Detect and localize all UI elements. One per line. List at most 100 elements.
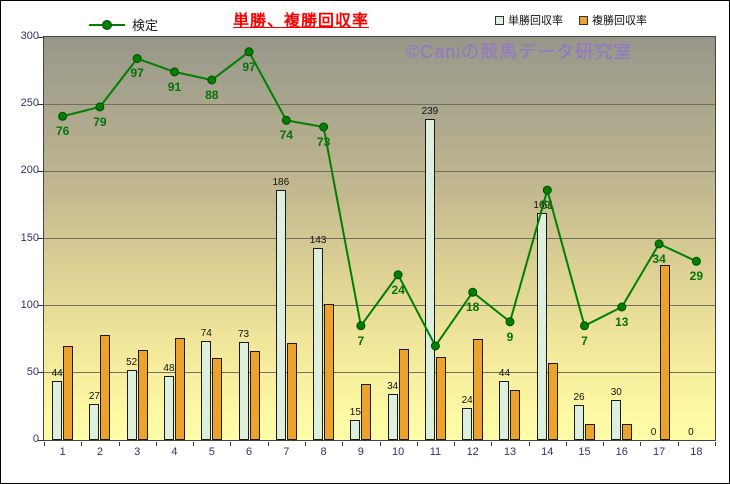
tansho-value-label: 30 — [610, 386, 622, 398]
bar-fukusho — [435, 356, 446, 440]
bar-fukusho — [100, 335, 111, 440]
bar-tansho — [350, 419, 361, 440]
x-axis-tick — [454, 442, 456, 446]
x-axis-tick — [155, 442, 157, 446]
watermark: ©Caniの競馬データ研究室 — [406, 42, 633, 62]
x-axis-label: 1 — [59, 446, 66, 458]
kentei-value-label: 51 — [540, 198, 554, 213]
x-axis-tick — [81, 442, 83, 446]
x-axis-tick — [230, 442, 232, 446]
kentei-value-label: 73 — [316, 135, 331, 149]
y-axis-label: 150 — [20, 231, 39, 244]
y-axis-tick — [38, 238, 43, 239]
kentei-point — [244, 47, 254, 57]
kentei-point — [468, 287, 478, 297]
y-axis-label: 0 — [32, 433, 39, 445]
kentei-value-label: 7 — [357, 333, 365, 348]
tansho-value-label: 143 — [309, 234, 327, 246]
y-axis-tick — [38, 170, 43, 172]
x-axis-tick — [491, 442, 493, 446]
x-axis-label: 2 — [96, 446, 103, 458]
bar-fukusho — [174, 337, 185, 440]
bar-fukusho — [249, 351, 260, 440]
bar-tansho — [462, 407, 473, 440]
bar-tansho — [238, 341, 249, 440]
bar-tansho — [387, 394, 398, 440]
kentei-point — [580, 321, 589, 331]
kentei-point — [505, 317, 515, 327]
bar-tansho — [201, 340, 212, 440]
bar-tansho — [126, 370, 137, 440]
kentei-point — [654, 239, 664, 249]
kentei-value-label: 97 — [242, 59, 256, 74]
x-axis-label: 17 — [652, 446, 666, 458]
x-axis-tick — [528, 442, 530, 446]
tansho-value-label: 44 — [498, 367, 511, 379]
x-axis-label: 5 — [208, 446, 215, 458]
gridline — [44, 103, 715, 105]
y-axis-label: 250 — [20, 97, 39, 110]
bar-tansho — [574, 405, 585, 440]
x-axis-tick — [193, 442, 195, 446]
x-axis-tick — [118, 442, 120, 446]
bar-tansho — [163, 375, 174, 440]
kentei-point — [95, 102, 105, 112]
y-axis-tick — [38, 439, 43, 441]
kentei-value-label: 97 — [130, 66, 144, 81]
kentei-point — [691, 256, 701, 266]
bar-fukusho — [398, 348, 409, 440]
kentei-point — [281, 115, 291, 125]
bar-tansho — [424, 118, 435, 440]
kentei-point — [393, 270, 403, 280]
x-axis-tick — [379, 442, 381, 446]
kentei-point — [170, 67, 179, 77]
kentei-value-label: 34 — [652, 251, 666, 266]
fukusho-legend-swatch-icon — [579, 15, 588, 25]
x-axis-label: 18 — [690, 446, 703, 458]
kentei-value-label: 13 — [615, 315, 629, 329]
bar-fukusho — [286, 343, 297, 440]
x-axis-label: 14 — [541, 446, 554, 458]
bar-fukusho — [510, 390, 521, 440]
tansho-value-label: 169 — [533, 199, 551, 211]
bar-legend: 単勝回収率 複勝回収率 — [495, 12, 647, 28]
y-axis-tick — [38, 103, 43, 105]
kentei-legend: 検定 — [89, 15, 158, 34]
y-axis-label: 300 — [20, 30, 39, 42]
tansho-value-label: 73 — [237, 328, 250, 340]
kentei-point — [430, 341, 440, 351]
chart-title: 単勝、複勝回収率 — [232, 13, 369, 30]
tansho-value-label: 74 — [200, 327, 212, 339]
tansho-value-label: 24 — [461, 394, 473, 406]
kentei-line — [58, 47, 701, 351]
kentei-point — [207, 75, 217, 85]
x-axis-label: 6 — [245, 446, 253, 458]
tansho-value-label: 15 — [349, 406, 361, 418]
x-axis-label: 10 — [392, 446, 405, 458]
bar-fukusho — [324, 304, 335, 440]
y-axis-tick — [38, 372, 43, 374]
x-axis-label: 8 — [320, 446, 327, 458]
kentei-point — [319, 122, 329, 132]
gridline — [44, 305, 715, 307]
kentei-value-label: 76 — [55, 124, 70, 139]
tansho-value-label: 44 — [51, 367, 63, 379]
kentei-value-label: 29 — [689, 269, 704, 284]
tansho-value-label: 26 — [573, 392, 585, 404]
kentei-value-label: 88 — [205, 87, 219, 102]
tansho-legend-label: 単勝回収率 — [508, 15, 563, 27]
bar-fukusho — [361, 383, 372, 440]
kentei-point — [58, 111, 68, 121]
kentei-line-marker-icon — [89, 19, 125, 31]
x-axis-tick — [342, 442, 344, 446]
bar-fukusho — [212, 358, 223, 440]
kentei-point — [617, 302, 627, 312]
bar-tansho — [611, 399, 622, 440]
bar-tansho — [52, 380, 63, 440]
tansho-value-label: 34 — [387, 381, 399, 393]
kentei-value-label: 91 — [167, 79, 182, 94]
bar-fukusho — [473, 339, 484, 440]
x-axis-label: 13 — [503, 446, 517, 458]
tansho-value-label: 239 — [421, 105, 439, 117]
